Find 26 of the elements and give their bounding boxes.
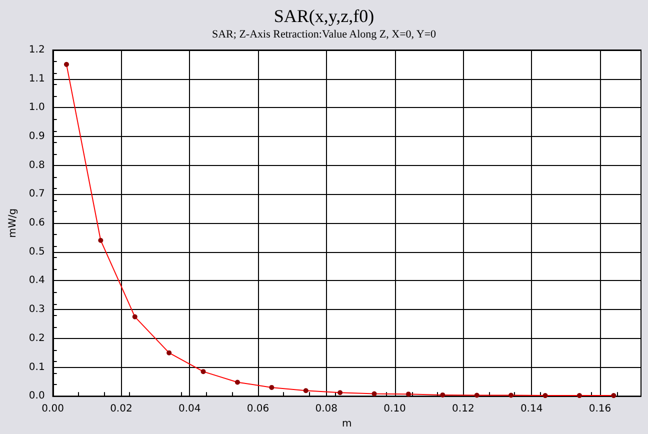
x-tick-label: 0.08 [315, 404, 338, 415]
y-tick-label: 0.5 [28, 246, 45, 258]
y-tick-label: 0.8 [28, 160, 45, 171]
x-tick-label: 0.00 [42, 404, 64, 415]
y-tick-label: 1.2 [28, 44, 45, 56]
y-tick-label: 0.6 [28, 218, 45, 229]
x-tick-label: 0.12 [452, 404, 474, 415]
x-tick-label: 0.14 [520, 404, 543, 415]
x-tick-label: 0.16 [588, 404, 612, 415]
y-tick-label: 1.1 [28, 73, 45, 84]
y-tick-label: 0.2 [28, 332, 45, 344]
y-tick-label: 0.1 [28, 362, 45, 373]
x-tick-label: 0.04 [178, 404, 201, 415]
chart-title: SAR(x,y,z,f0) [274, 6, 374, 26]
y-tick-label: 0.9 [28, 131, 45, 142]
y-axis-title: mW/g [8, 208, 18, 238]
y-tick-label: 0.7 [28, 188, 45, 200]
y-tick-label: 0.3 [28, 304, 45, 316]
x-tick-label: 0.02 [110, 404, 132, 415]
y-tick-label: 1.0 [28, 102, 45, 114]
x-tick-label: 0.06 [246, 404, 270, 415]
chart-subtitle: SAR; Z-Axis Retraction:Value Along Z, X=0, Y=0 [212, 28, 437, 40]
y-tick-label: 0.4 [28, 275, 45, 286]
x-axis-title: m [342, 418, 352, 430]
x-tick-label: 0.10 [384, 404, 406, 415]
y-tick-label: 0.0 [28, 390, 45, 402]
